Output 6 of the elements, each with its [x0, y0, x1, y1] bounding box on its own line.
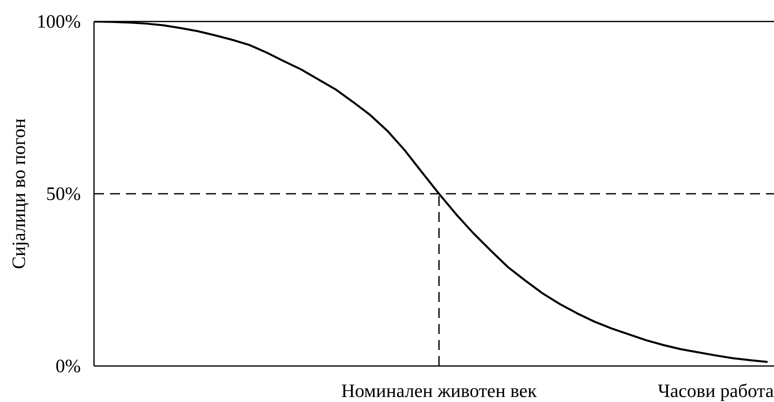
x-tick-label: Номинален животен век	[342, 384, 537, 398]
y-tick-label: 0%	[56, 360, 80, 372]
y-axis-title: Сијалици во погон	[12, 118, 30, 268]
y-tick-label: 50%	[47, 187, 80, 200]
x-axis-title: Часови работа	[658, 383, 774, 402]
y-tick-label: 100%	[38, 15, 80, 28]
